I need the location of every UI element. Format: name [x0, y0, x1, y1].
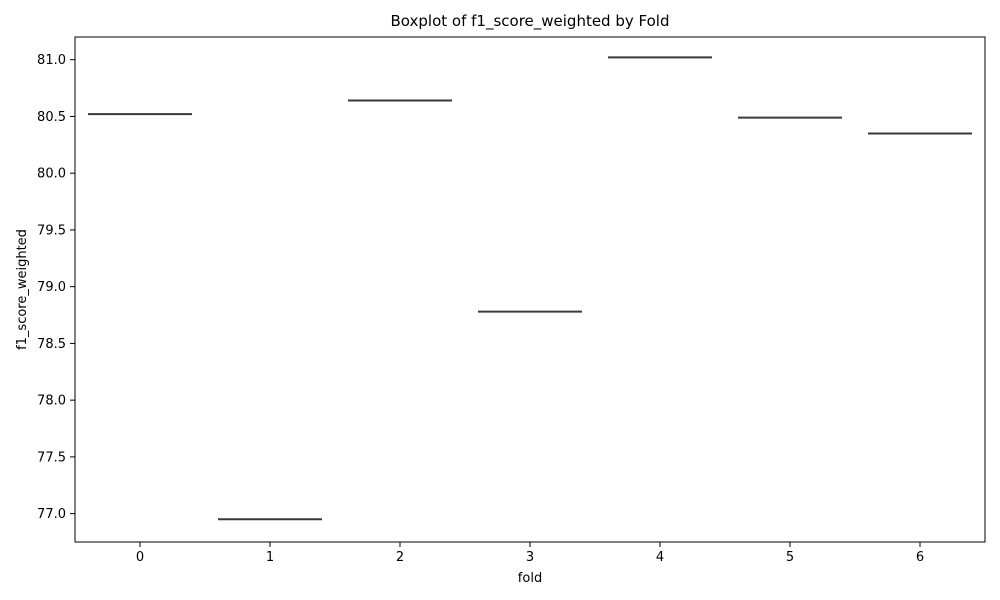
- x-axis-ticks: 0 1 2 3 4 5 6: [136, 542, 924, 565]
- x-tick-label: 3: [526, 550, 534, 565]
- y-axis-ticks: 77.0 77.5 78.0 78.5 79.0 79.5 80.0 80.5 81.0: [37, 53, 75, 522]
- y-tick-label: 78.5: [37, 337, 66, 352]
- x-tick-label: 4: [656, 550, 664, 565]
- plot-marks: [88, 56, 972, 521]
- y-tick-label: 80.0: [37, 167, 66, 182]
- y-tick-label: 79.5: [37, 223, 66, 238]
- y-tick-label: 79.0: [37, 280, 66, 295]
- y-tick-label: 77.0: [37, 507, 66, 522]
- x-axis-label: fold: [518, 571, 542, 586]
- axes-frame: [74, 36, 986, 543]
- y-tick-label: 81.0: [37, 53, 66, 68]
- y-tick-label: 78.0: [37, 394, 66, 409]
- y-axis-label: f1_score_weighted: [15, 229, 30, 350]
- chart-title: Boxplot of f1_score_weighted by Fold: [391, 12, 670, 31]
- y-tick-label: 80.5: [37, 110, 66, 125]
- y-tick-label: 77.5: [37, 450, 66, 465]
- x-tick-label: 1: [266, 550, 274, 565]
- x-tick-label: 5: [786, 550, 794, 565]
- x-tick-label: 0: [136, 550, 144, 565]
- x-tick-label: 2: [396, 550, 404, 565]
- x-tick-label: 6: [916, 550, 924, 565]
